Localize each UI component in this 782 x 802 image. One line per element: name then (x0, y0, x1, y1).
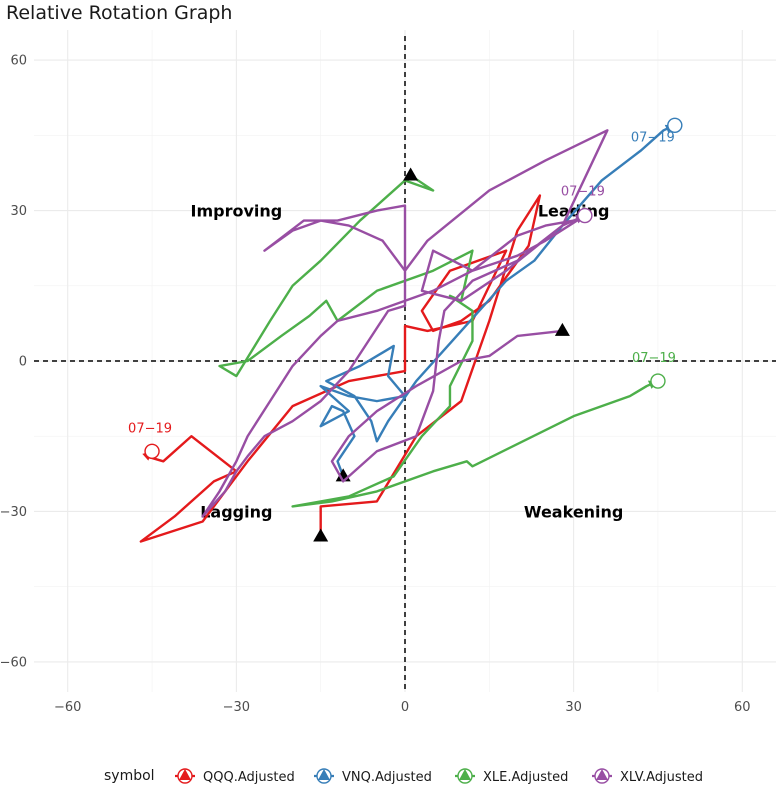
x-tick-label: 60 (734, 700, 751, 715)
series-layer: 07−19 07−19 07−19 07−19 (128, 117, 683, 543)
end-date-label: 07−19 (128, 421, 172, 436)
y-tick-label: −30 (0, 505, 27, 520)
x-tick-label: 30 (565, 700, 582, 715)
legend-key-triangle (459, 769, 471, 780)
legend-key-triangle (596, 769, 608, 780)
series-line (201, 129, 609, 518)
end-marker (667, 117, 683, 133)
legend-title: symbol (104, 768, 155, 784)
end-marker (577, 207, 593, 224)
series-line (319, 124, 676, 477)
y-tick-label: −60 (0, 655, 27, 670)
legend-item: VNQ.Adjusted (314, 768, 432, 785)
series-vnq-adjusted: 07−19 (319, 117, 683, 482)
series-xle-adjusted: 07−19 (218, 167, 676, 508)
end-date-label: 07−19 (631, 130, 675, 145)
end-marker (144, 443, 160, 459)
end-date-label: 07−19 (561, 185, 605, 200)
end-date-label: 07−19 (632, 351, 676, 366)
y-tick-label: 60 (10, 54, 27, 69)
legend-label: XLV.Adjusted (620, 770, 703, 785)
quadrant-label-lagging: Lagging (200, 502, 272, 521)
legend-item: XLE.Adjusted (455, 768, 568, 785)
quadrant-label-improving: Improving (191, 202, 283, 221)
series-line (139, 194, 542, 543)
legend: symbol QQQ.Adjusted VNQ.Adjusted XLE.Adjust… (104, 768, 703, 785)
y-tick-label: 0 (19, 355, 27, 370)
legend-label: XLE.Adjusted (483, 770, 568, 785)
start-marker (554, 322, 570, 336)
end-marker (650, 373, 666, 389)
legend-item: XLV.Adjusted (592, 768, 703, 785)
y-tick-label: 30 (10, 204, 27, 219)
x-tick-label: 0 (401, 700, 409, 715)
legend-label: QQQ.Adjusted (203, 770, 295, 785)
quadrant-label-weakening: Weakening (524, 502, 624, 521)
x-tick-label: −60 (54, 700, 81, 715)
x-tick-label: −30 (223, 700, 250, 715)
legend-label: VNQ.Adjusted (342, 770, 432, 785)
start-marker (313, 528, 329, 542)
start-marker (403, 167, 419, 181)
legend-key-triangle (318, 769, 330, 780)
legend-key-triangle (179, 769, 191, 780)
legend-item: QQQ.Adjusted (175, 768, 295, 785)
series-xlv-adjusted: 07−19 (201, 129, 609, 518)
series-line (218, 174, 659, 508)
tick-labels: −60 −30 0 30 60 −60 −30 0 30 60 (0, 54, 751, 715)
chart-title: Relative Rotation Graph (6, 2, 232, 24)
